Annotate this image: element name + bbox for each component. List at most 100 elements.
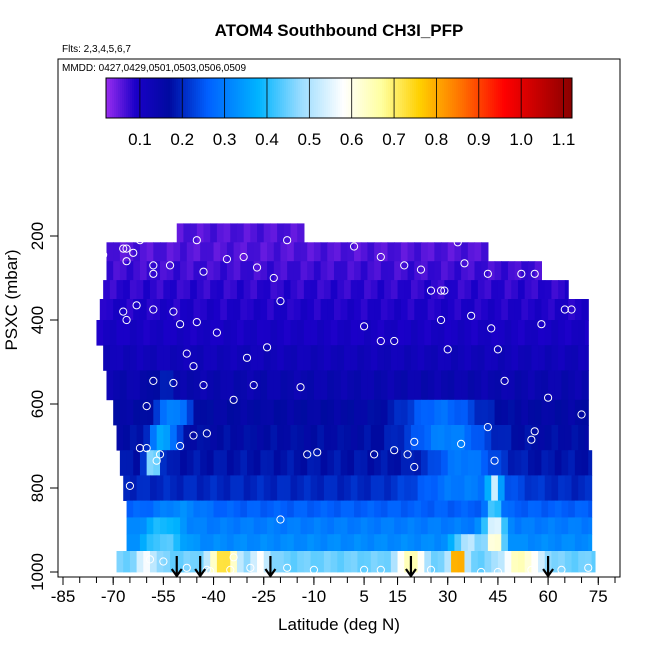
heatmap-cell bbox=[380, 299, 389, 321]
heatmap-cell bbox=[447, 500, 456, 518]
heatmap-cell bbox=[541, 399, 549, 426]
colorbar-tick-label: 0.2 bbox=[170, 130, 194, 149]
heatmap-cell bbox=[554, 517, 563, 535]
heatmap-cell bbox=[180, 500, 188, 518]
heatmap-cell bbox=[380, 242, 389, 262]
sample-point bbox=[577, 410, 586, 419]
heatmap-cell bbox=[364, 475, 372, 501]
heatmap-cell bbox=[280, 517, 288, 535]
heatmap-cell bbox=[136, 475, 144, 501]
heatmap-cell bbox=[200, 450, 208, 476]
heatmap-cell bbox=[561, 500, 569, 518]
heatmap-cell bbox=[263, 280, 272, 300]
heatmap-cell bbox=[243, 551, 251, 573]
heatmap-cell bbox=[568, 450, 576, 476]
heatmap-cell bbox=[514, 370, 522, 401]
heatmap-cell bbox=[400, 399, 409, 426]
heatmap-cell bbox=[367, 242, 375, 262]
heatmap-cell bbox=[300, 450, 308, 476]
heatmap-cell bbox=[541, 500, 549, 518]
heatmap-cell bbox=[327, 500, 335, 518]
heatmap-cell bbox=[524, 280, 532, 300]
heatmap-cell bbox=[517, 425, 526, 451]
heatmap-cell bbox=[277, 280, 285, 300]
heatmap-cell bbox=[160, 517, 168, 535]
colorbar-segment bbox=[504, 78, 507, 118]
heatmap-cell bbox=[564, 280, 569, 300]
heatmap-cell bbox=[347, 450, 355, 476]
heatmap-cell bbox=[427, 242, 435, 262]
heatmap-cell bbox=[206, 399, 215, 426]
heatmap-cell bbox=[394, 399, 402, 426]
heatmap-cell bbox=[310, 320, 318, 346]
heatmap-cell bbox=[514, 299, 522, 321]
heatmap-cell bbox=[139, 242, 148, 262]
colorbar-segment bbox=[110, 78, 113, 118]
heatmap-cell bbox=[457, 551, 466, 573]
heatmap-cell bbox=[427, 500, 435, 518]
heatmap-cell bbox=[514, 399, 522, 426]
heatmap-cell bbox=[190, 551, 198, 573]
heatmap-cell bbox=[297, 475, 305, 501]
colorbar-segment bbox=[540, 78, 543, 118]
heatmap-cell bbox=[307, 534, 315, 552]
heatmap-cell bbox=[330, 425, 338, 451]
heatmap-cell bbox=[260, 450, 268, 476]
heatmap-cell bbox=[307, 399, 315, 426]
heatmap-cell bbox=[497, 551, 506, 573]
heatmap-cell bbox=[223, 320, 231, 346]
sample-point bbox=[410, 462, 419, 472]
colorbar-segment bbox=[268, 78, 271, 118]
colorbar-tick-label: 0.9 bbox=[467, 130, 491, 149]
heatmap-cell bbox=[487, 534, 496, 552]
heatmap-cell bbox=[544, 320, 553, 346]
heatmap-cell bbox=[420, 450, 429, 476]
heatmap-cell bbox=[380, 399, 389, 426]
heatmap-cell bbox=[441, 370, 449, 401]
heatmap-cell bbox=[367, 399, 375, 426]
heatmap-cell bbox=[156, 345, 164, 371]
heatmap-cell bbox=[407, 299, 415, 321]
y-tick-label: 200 bbox=[28, 222, 47, 250]
heatmap-cell bbox=[253, 517, 261, 535]
latitude-arrows bbox=[170, 556, 554, 578]
heatmap-cell bbox=[487, 299, 496, 321]
heatmap-cell bbox=[233, 261, 241, 281]
colorbar-segment bbox=[406, 78, 409, 118]
heatmap-cell bbox=[354, 500, 362, 518]
colorbar-segment bbox=[502, 78, 505, 118]
y-axis-label: PSXC (mbar) bbox=[2, 249, 21, 350]
colorbar-segment bbox=[158, 78, 161, 118]
heatmap-cell bbox=[477, 551, 486, 573]
heatmap-cell bbox=[323, 280, 332, 300]
sample-point bbox=[276, 515, 285, 524]
heatmap-cell bbox=[584, 425, 589, 451]
heatmap-cell bbox=[588, 500, 593, 518]
colorbar-segment bbox=[356, 78, 359, 118]
x-axis-label: Latitude (deg N) bbox=[278, 615, 400, 634]
heatmap-cell bbox=[166, 500, 174, 518]
heatmap-cell bbox=[250, 475, 258, 501]
sample-point bbox=[453, 238, 462, 247]
heatmap-cell bbox=[136, 551, 144, 573]
heatmap-cell bbox=[293, 261, 302, 281]
colorbar-segment bbox=[360, 78, 363, 118]
heatmap-cell bbox=[360, 500, 369, 518]
colorbar-segment bbox=[462, 78, 465, 118]
colorbar-segment bbox=[426, 78, 429, 118]
heatmap-cell bbox=[454, 500, 462, 518]
heatmap-cell bbox=[327, 242, 335, 262]
heatmap-cell bbox=[320, 450, 328, 476]
heatmap-cell bbox=[437, 320, 445, 346]
heatmap-cell bbox=[253, 399, 261, 426]
heatmap-cell bbox=[477, 425, 486, 451]
colorbar-segment bbox=[398, 78, 401, 118]
heatmap-cell bbox=[554, 534, 563, 552]
heatmap-cell bbox=[437, 475, 445, 501]
heatmap-cell bbox=[541, 534, 549, 552]
heatmap-cell bbox=[139, 370, 148, 401]
heatmap-cell bbox=[477, 320, 486, 346]
heatmap-cell bbox=[507, 299, 516, 321]
heatmap-cell bbox=[340, 517, 348, 535]
heatmap-cell bbox=[551, 345, 559, 371]
